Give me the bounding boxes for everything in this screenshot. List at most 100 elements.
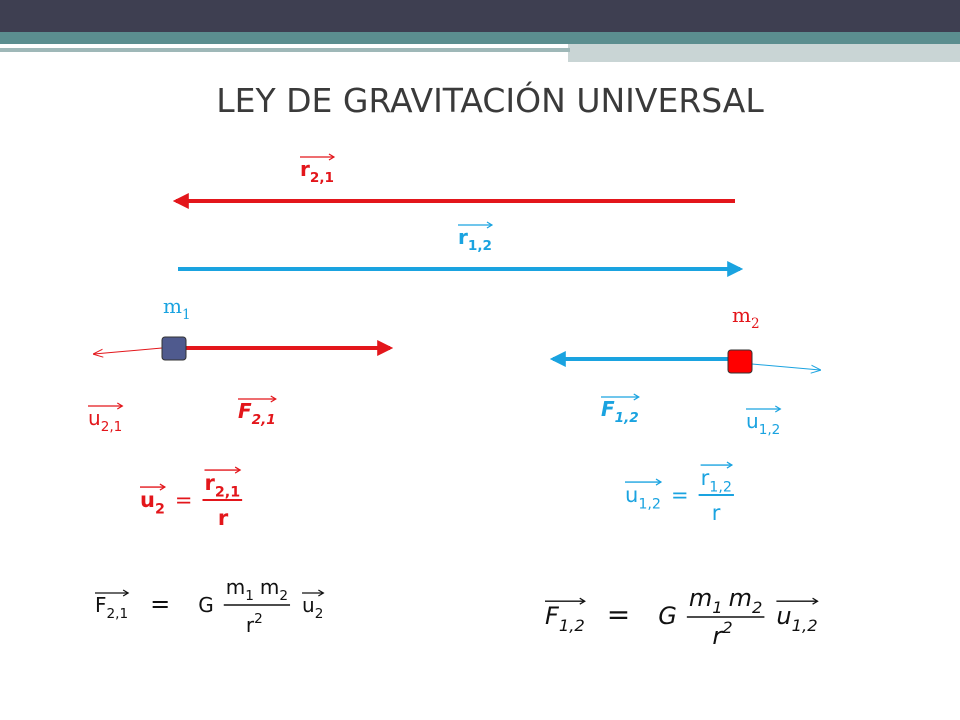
subscript: 1,2 [759,422,781,438]
subscript: 2,1 [252,412,276,428]
term: r2,1 [300,157,334,186]
vector-arrowhead [775,405,782,413]
term: r [712,501,721,525]
term: u1,2 [625,483,661,512]
subscript: 2 [751,316,760,332]
symbol: u [625,483,638,507]
term: u2,1 [88,406,122,435]
symbol: r [712,622,724,650]
subscript: 1,2 [559,616,585,635]
term: r2,1 [205,471,241,500]
symbol: r [300,157,310,181]
symbol: m [689,584,712,612]
term: m2 [260,575,288,604]
term: u1,2 [746,409,780,438]
term: m2 [732,303,760,332]
symbol: r [205,471,216,495]
symbol: u [776,602,791,630]
term: u2 [140,488,165,517]
vector-arrowhead [328,153,336,161]
term: F2,1 [95,593,128,622]
symbol-text: = [175,488,193,512]
term: r [218,506,229,530]
subscript: 2,1 [107,606,129,622]
subscript: 1,2 [615,410,639,426]
mass-2 [727,349,753,374]
term: r1,2 [701,466,732,495]
subscript: 2 [315,606,324,622]
subscript: 1 [245,588,254,604]
slide-title: LEY DE GRAVITACIÓN UNIVERSAL [216,80,764,120]
term: m1 [163,294,191,323]
vector-arrowhead [122,589,130,597]
vector-arrowhead [726,461,734,469]
mass-1 [161,336,187,361]
vector-arrowhead [486,221,494,229]
vector-arrowhead [234,466,242,474]
symbol: r [701,466,710,490]
symbol-text: G [198,593,214,617]
u21-arrow [94,347,163,354]
symbol: r [218,506,229,530]
superscript: 2 [722,618,732,637]
symbol: m [226,575,245,599]
symbol: F [95,593,107,617]
symbol: r [458,225,468,249]
symbol: m [163,294,182,318]
symbol: u [88,406,101,430]
subscript: 2 [279,588,288,604]
vector-arrowhead [655,478,663,486]
header-bar [0,0,960,32]
term: m1 [689,584,723,617]
term: F1,2 [545,602,585,635]
subscript: 1,2 [468,238,492,254]
term: r2 [246,611,263,637]
header-stripe-light [568,44,960,62]
subscript: 1,2 [792,616,818,635]
symbol-text: = [150,590,170,618]
subscript: 2 [155,501,165,517]
symbol: m [732,303,751,327]
symbol: u [302,593,315,617]
vector-arrowhead [159,483,167,491]
vector-arrowhead [633,393,640,401]
symbol: F [601,397,615,421]
subscript: 1 [712,598,722,617]
term: F2,1 [238,399,276,428]
header-stripe [0,32,960,44]
symbol: r [712,501,721,525]
vector-arrowhead [270,395,277,403]
symbol-text: G [658,602,677,630]
symbol: F [238,399,252,423]
symbol: u [746,409,759,433]
subscript: 2 [752,598,762,617]
symbol: F [545,602,560,630]
term: u1,2 [776,602,817,635]
term: r1,2 [458,225,492,254]
term: m2 [729,584,763,617]
symbol: r [246,613,255,637]
u12-arrow [751,363,820,370]
symbol-text: = [607,598,630,631]
vector-arrowhead [579,597,586,605]
subscript: 2,1 [101,419,123,435]
subscript: 1,2 [638,496,661,512]
symbol: u [140,488,155,512]
vector-arrowhead [117,402,124,410]
symbol-text: = [671,483,689,507]
symbol: m [729,584,752,612]
term: F1,2 [601,397,639,426]
subscript: 1 [182,307,191,323]
superscript: 2 [254,611,263,627]
subscript: 2,1 [215,484,240,500]
subscript: 1,2 [709,479,732,495]
vector-arrowhead [812,597,819,605]
subscript: 2,1 [310,170,334,186]
term: m1 [226,575,254,604]
term: u2 [302,593,323,622]
symbol: m [260,575,279,599]
vector-arrowhead [318,589,325,597]
